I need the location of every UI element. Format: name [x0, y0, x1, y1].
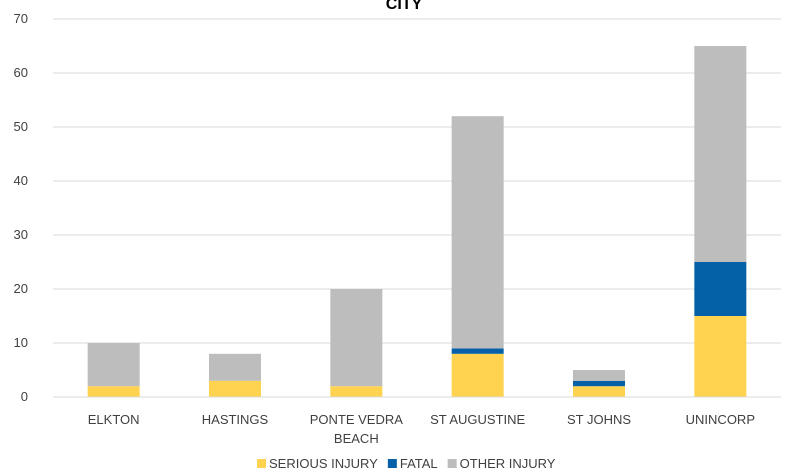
- y-tick-label: 70: [14, 11, 28, 26]
- bar-segment-serious-injury: [694, 316, 747, 397]
- x-axis: ELKTON HASTINGS PONTE VEDRA BEACH ST AUGUSTI…: [53, 396, 781, 446]
- y-tick-label: 50: [14, 119, 28, 134]
- gridlines: [53, 18, 781, 344]
- bar-segment-fatal: [573, 380, 625, 387]
- y-tick-label: 60: [14, 65, 28, 80]
- legend-label: SERIOUS INJURY: [269, 456, 378, 471]
- bar-segment-other-injury: [330, 289, 383, 387]
- bar-segment-serious-injury: [573, 386, 625, 397]
- bars: [87, 46, 747, 397]
- bar-segment-other-injury: [209, 353, 261, 381]
- bar-segment-other-injury: [451, 116, 504, 349]
- y-tick-label: 0: [21, 389, 28, 404]
- x-tick-label: BEACH: [334, 431, 379, 446]
- y-tick-label: 10: [14, 335, 28, 350]
- bar-segment-serious-injury: [87, 386, 140, 397]
- x-tick-label: ST AUGUSTINE: [430, 412, 525, 427]
- y-tick-label: 40: [14, 173, 28, 188]
- legend-label: OTHER INJURY: [460, 456, 556, 471]
- x-tick-label: UNINCORP: [686, 412, 755, 427]
- x-tick-label: ELKTON: [88, 412, 140, 427]
- bar-segment-other-injury: [573, 370, 625, 381]
- bar-segment-other-injury: [694, 46, 747, 262]
- legend: SERIOUS INJURY FATAL OTHER INJURY: [257, 456, 556, 471]
- y-tick-label: 30: [14, 227, 28, 242]
- legend-swatch: [387, 459, 397, 468]
- legend-swatch: [257, 459, 266, 468]
- bar-segment-other-injury: [87, 343, 140, 387]
- bar-segment-serious-injury: [451, 353, 504, 397]
- chart-title: CITY: [386, 0, 423, 13]
- legend-label: FATAL: [400, 456, 438, 471]
- bar-segment-serious-injury: [209, 380, 261, 397]
- legend-swatch: [447, 459, 457, 468]
- y-tick-label: 20: [14, 281, 28, 296]
- x-tick-label: HASTINGS: [202, 412, 269, 427]
- x-tick-label: ST JOHNS: [567, 412, 631, 427]
- y-axis: 0 10 20 30 40 50 60 70: [14, 11, 28, 404]
- x-tick-label: PONTE VEDRA: [310, 412, 404, 427]
- bar-segment-fatal: [451, 348, 504, 354]
- bar-segment-fatal: [694, 262, 747, 316]
- bar-segment-serious-injury: [330, 386, 383, 397]
